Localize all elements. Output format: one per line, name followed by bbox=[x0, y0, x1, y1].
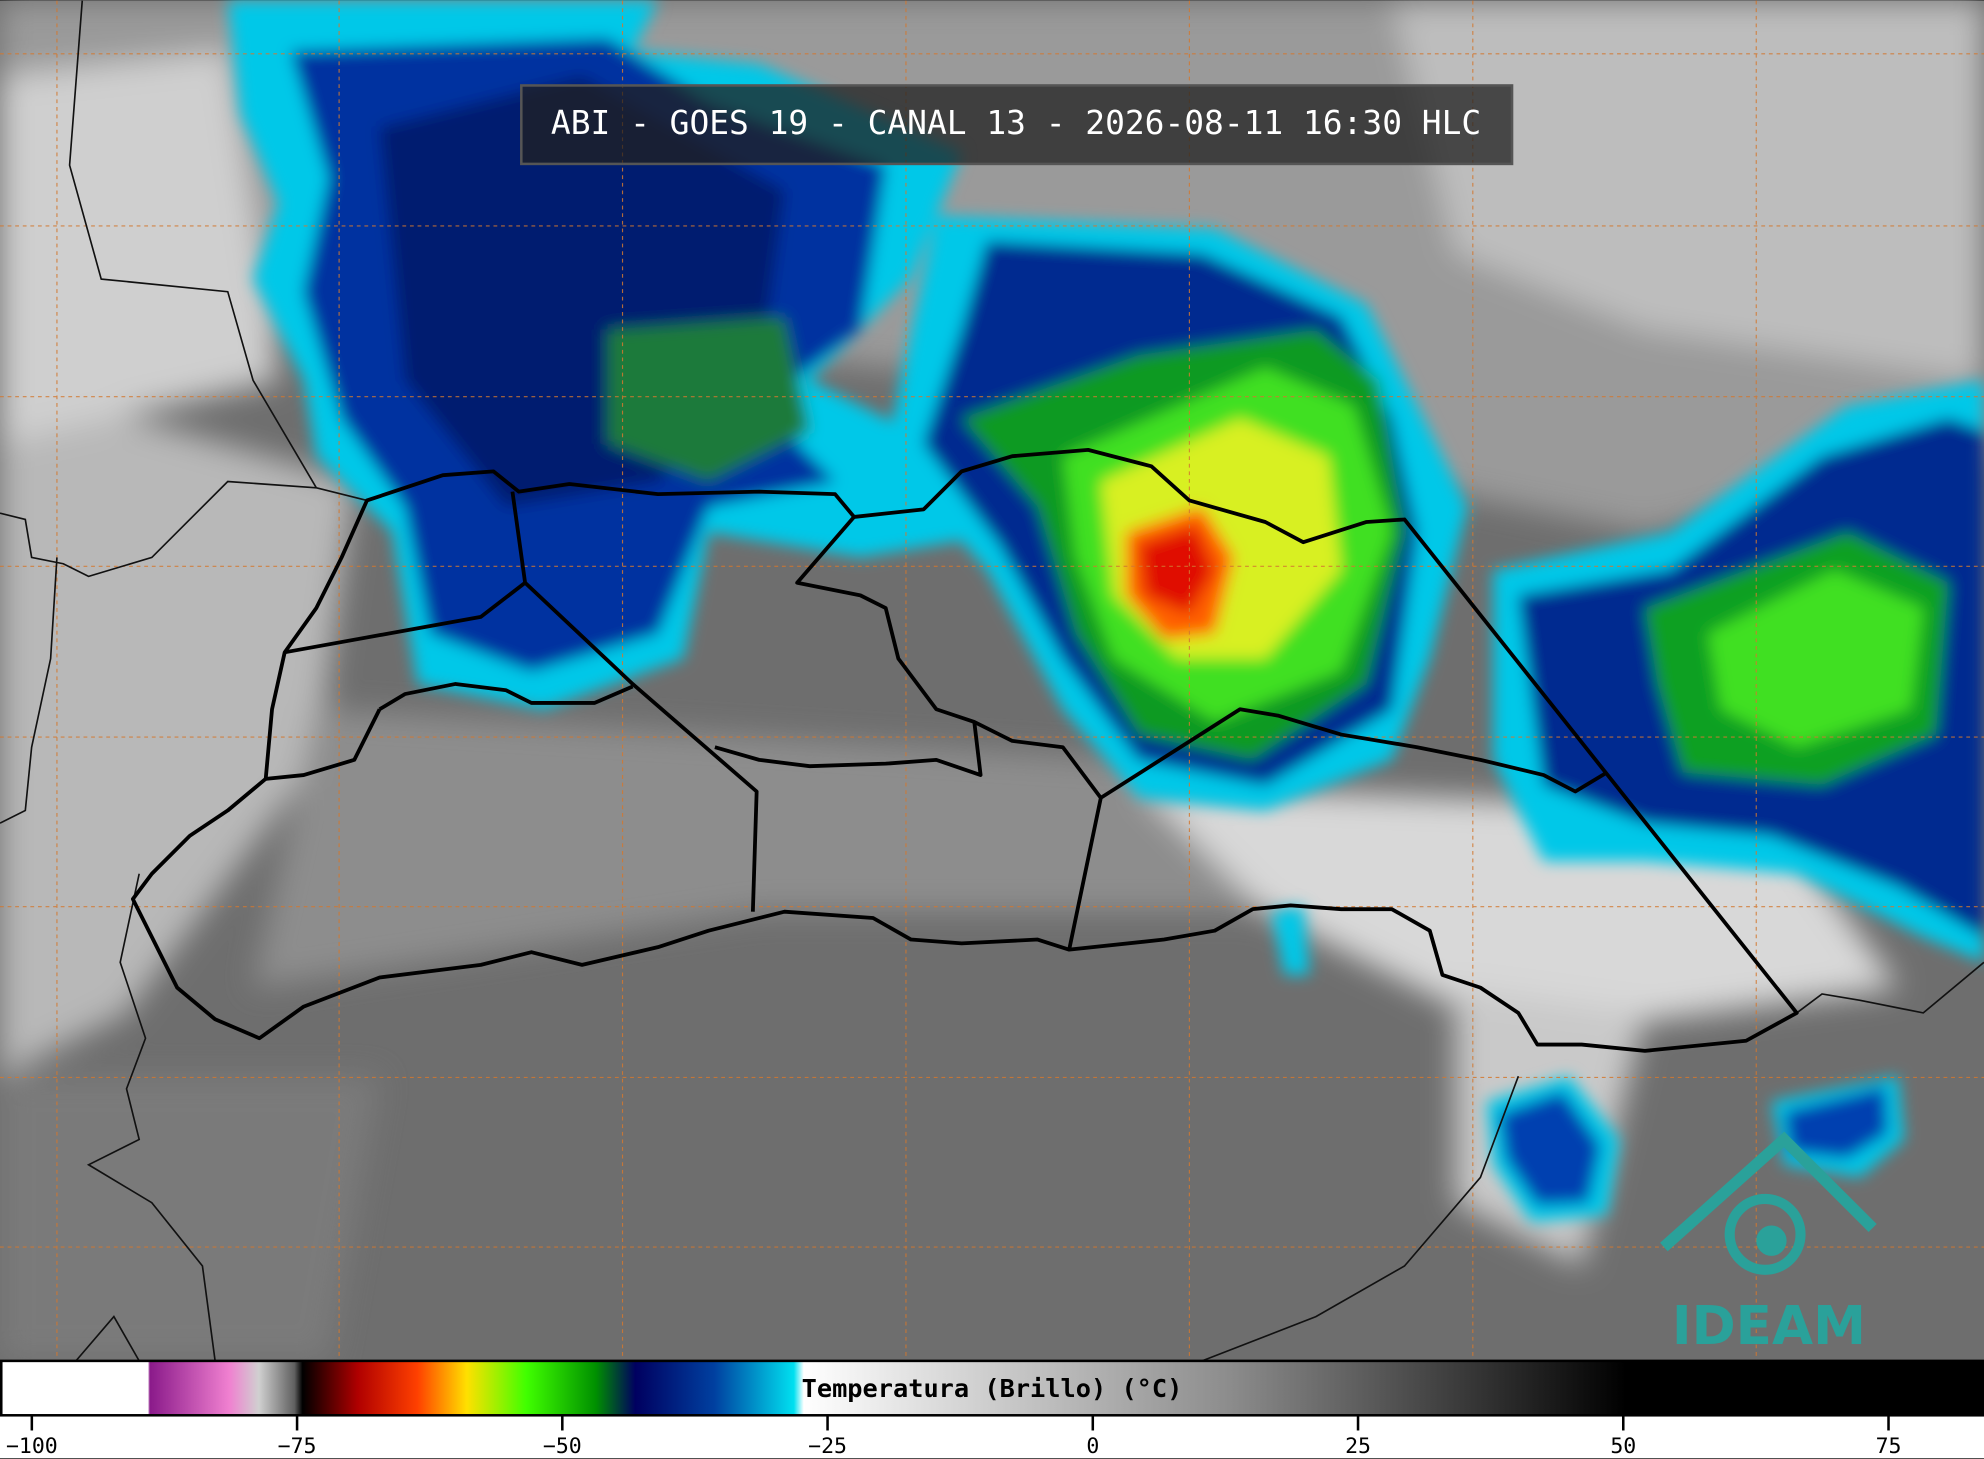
colorbar-label: Temperatura (Brillo) (°C) bbox=[802, 1374, 1183, 1403]
tick-label: −75 bbox=[278, 1434, 317, 1459]
tick-label: −50 bbox=[543, 1434, 582, 1459]
cloud-tops bbox=[227, 0, 1984, 1222]
title-box bbox=[520, 84, 1514, 166]
tick-label: −25 bbox=[808, 1434, 847, 1459]
colorbar bbox=[0, 1359, 1984, 1417]
logo: IDEAM bbox=[1660, 1131, 1877, 1357]
logo-text: IDEAM bbox=[1672, 1295, 1866, 1357]
borders bbox=[0, 0, 1984, 1362]
tick-label: −100 bbox=[6, 1434, 58, 1459]
tick-label: 25 bbox=[1345, 1434, 1371, 1459]
colorbar-ticks: −100 −75 −50 −25 0 25 50 75 bbox=[6, 1415, 1902, 1459]
map-title: ABI - GOES 19 - CANAL 13 - 2026-08-11 16… bbox=[551, 103, 1481, 142]
tick-label: 50 bbox=[1610, 1434, 1636, 1459]
tick-label: 0 bbox=[1086, 1434, 1099, 1459]
tick-label: 75 bbox=[1876, 1434, 1902, 1459]
